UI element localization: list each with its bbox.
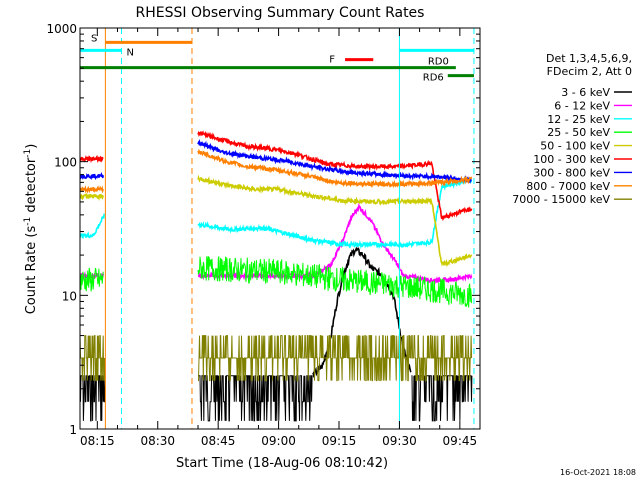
series-300-800-kev-segment-1 [197,138,472,184]
y-tick-label-1: 1 [69,423,77,437]
x-axis-label: Start Time (18-Aug-06 08:10:42) [176,456,388,471]
series-7000-15000-kev [80,335,473,382]
x-tick-label-09-45: 09:45 [443,434,478,448]
y-tick-label-10: 10 [62,289,77,303]
chart-title: RHESSI Observing Summary Count Rates [136,5,425,21]
footer-timestamp: 16-Oct-2021 18:08 [560,468,636,477]
x-axis-ticks: 08:15 08:30 08:45 09:00 09:15 09:30 09:45 [80,28,481,448]
legend-label-100-300-kev: 100 - 300 keV [533,153,610,166]
x-tick-label-08-45: 08:45 [201,434,236,448]
series-3-6-kev-segment-0 [80,375,106,422]
series-50-100-kev [80,174,473,268]
legend-label-800-7000-kev: 800 - 7000 keV [526,180,610,193]
flag-label-f: F [329,55,335,66]
series-6-12-kev-segment-1 [197,202,473,285]
series-25-50-kev-segment-1 [197,256,473,308]
legend-label-300-800-kev: 300 - 800 keV [533,166,610,179]
series-300-800-kev [80,138,472,184]
series-25-50-kev-segment-0 [80,267,104,292]
x-tick-label-09-30: 09:30 [382,434,417,448]
series-12-25-kev-segment-1 [197,175,473,250]
series-50-100-kev-segment-1 [197,174,473,268]
y-axis-label: Count Rate (s-1 detector-1) [23,144,39,315]
y-tick-label-1000: 1000 [46,22,77,36]
plot-frame [79,27,481,430]
series-7000-15000-kev-segment-1 [198,335,473,382]
series-25-50-kev [80,256,473,308]
legend: Det 1,3,4,5,6,9,FDecim 2, Att 0 3 - 6 keV… [512,52,632,206]
series-3-6-kev-segment-1 [198,375,313,422]
series-7000-15000-kev-segment-0 [80,335,106,382]
y-tick-label-100: 100 [54,156,77,170]
x-tick-label-08-30: 08:30 [140,434,175,448]
flag-label-rd0: RD0 [428,57,449,68]
series-800-7000-kev-segment-0 [80,185,104,194]
legend-label-25-50-kev: 25 - 50 keV [547,126,610,139]
legend-label-6-12-kev: 6 - 12 keV [554,99,610,112]
plot-area: S N F RD0 RD6 [80,28,475,429]
x-tick-label-09-15: 09:15 [322,434,357,448]
x-tick-label-09-00: 09:00 [261,434,296,448]
flag-label-rd6: RD6 [423,73,444,84]
series-800-7000-kev-segment-1 [197,148,473,189]
legend-header-line-0: Det 1,3,4,5,6,9, [546,52,632,65]
legend-label-7000-15000-kev: 7000 - 15000 keV [512,193,610,206]
series-50-100-kev-segment-0 [80,192,104,202]
series-12-25-kev-segment-0 [80,213,105,239]
legend-label-50-100-kev: 50 - 100 keV [540,140,610,153]
legend-header-line-1: FDecim 2, Att 0 [547,65,632,78]
flag-label-n: N [126,47,133,58]
series-12-25-kev [80,175,473,250]
legend-label-12-25-kev: 12 - 25 keV [547,113,610,126]
series-100-300-kev [80,130,473,222]
series-100-300-kev-segment-1 [197,130,473,222]
series-300-800-kev-segment-0 [80,172,104,181]
x-tick-label-08-15: 08:15 [80,434,115,448]
series-100-300-kev-segment-0 [80,154,104,164]
series-800-7000-kev [80,148,473,194]
series-group [80,28,475,429]
legend-label-3-6-kev: 3 - 6 keV [561,86,610,99]
flag-label-s: S [91,33,97,44]
series-3-6-kev-segment-2 [411,375,473,422]
